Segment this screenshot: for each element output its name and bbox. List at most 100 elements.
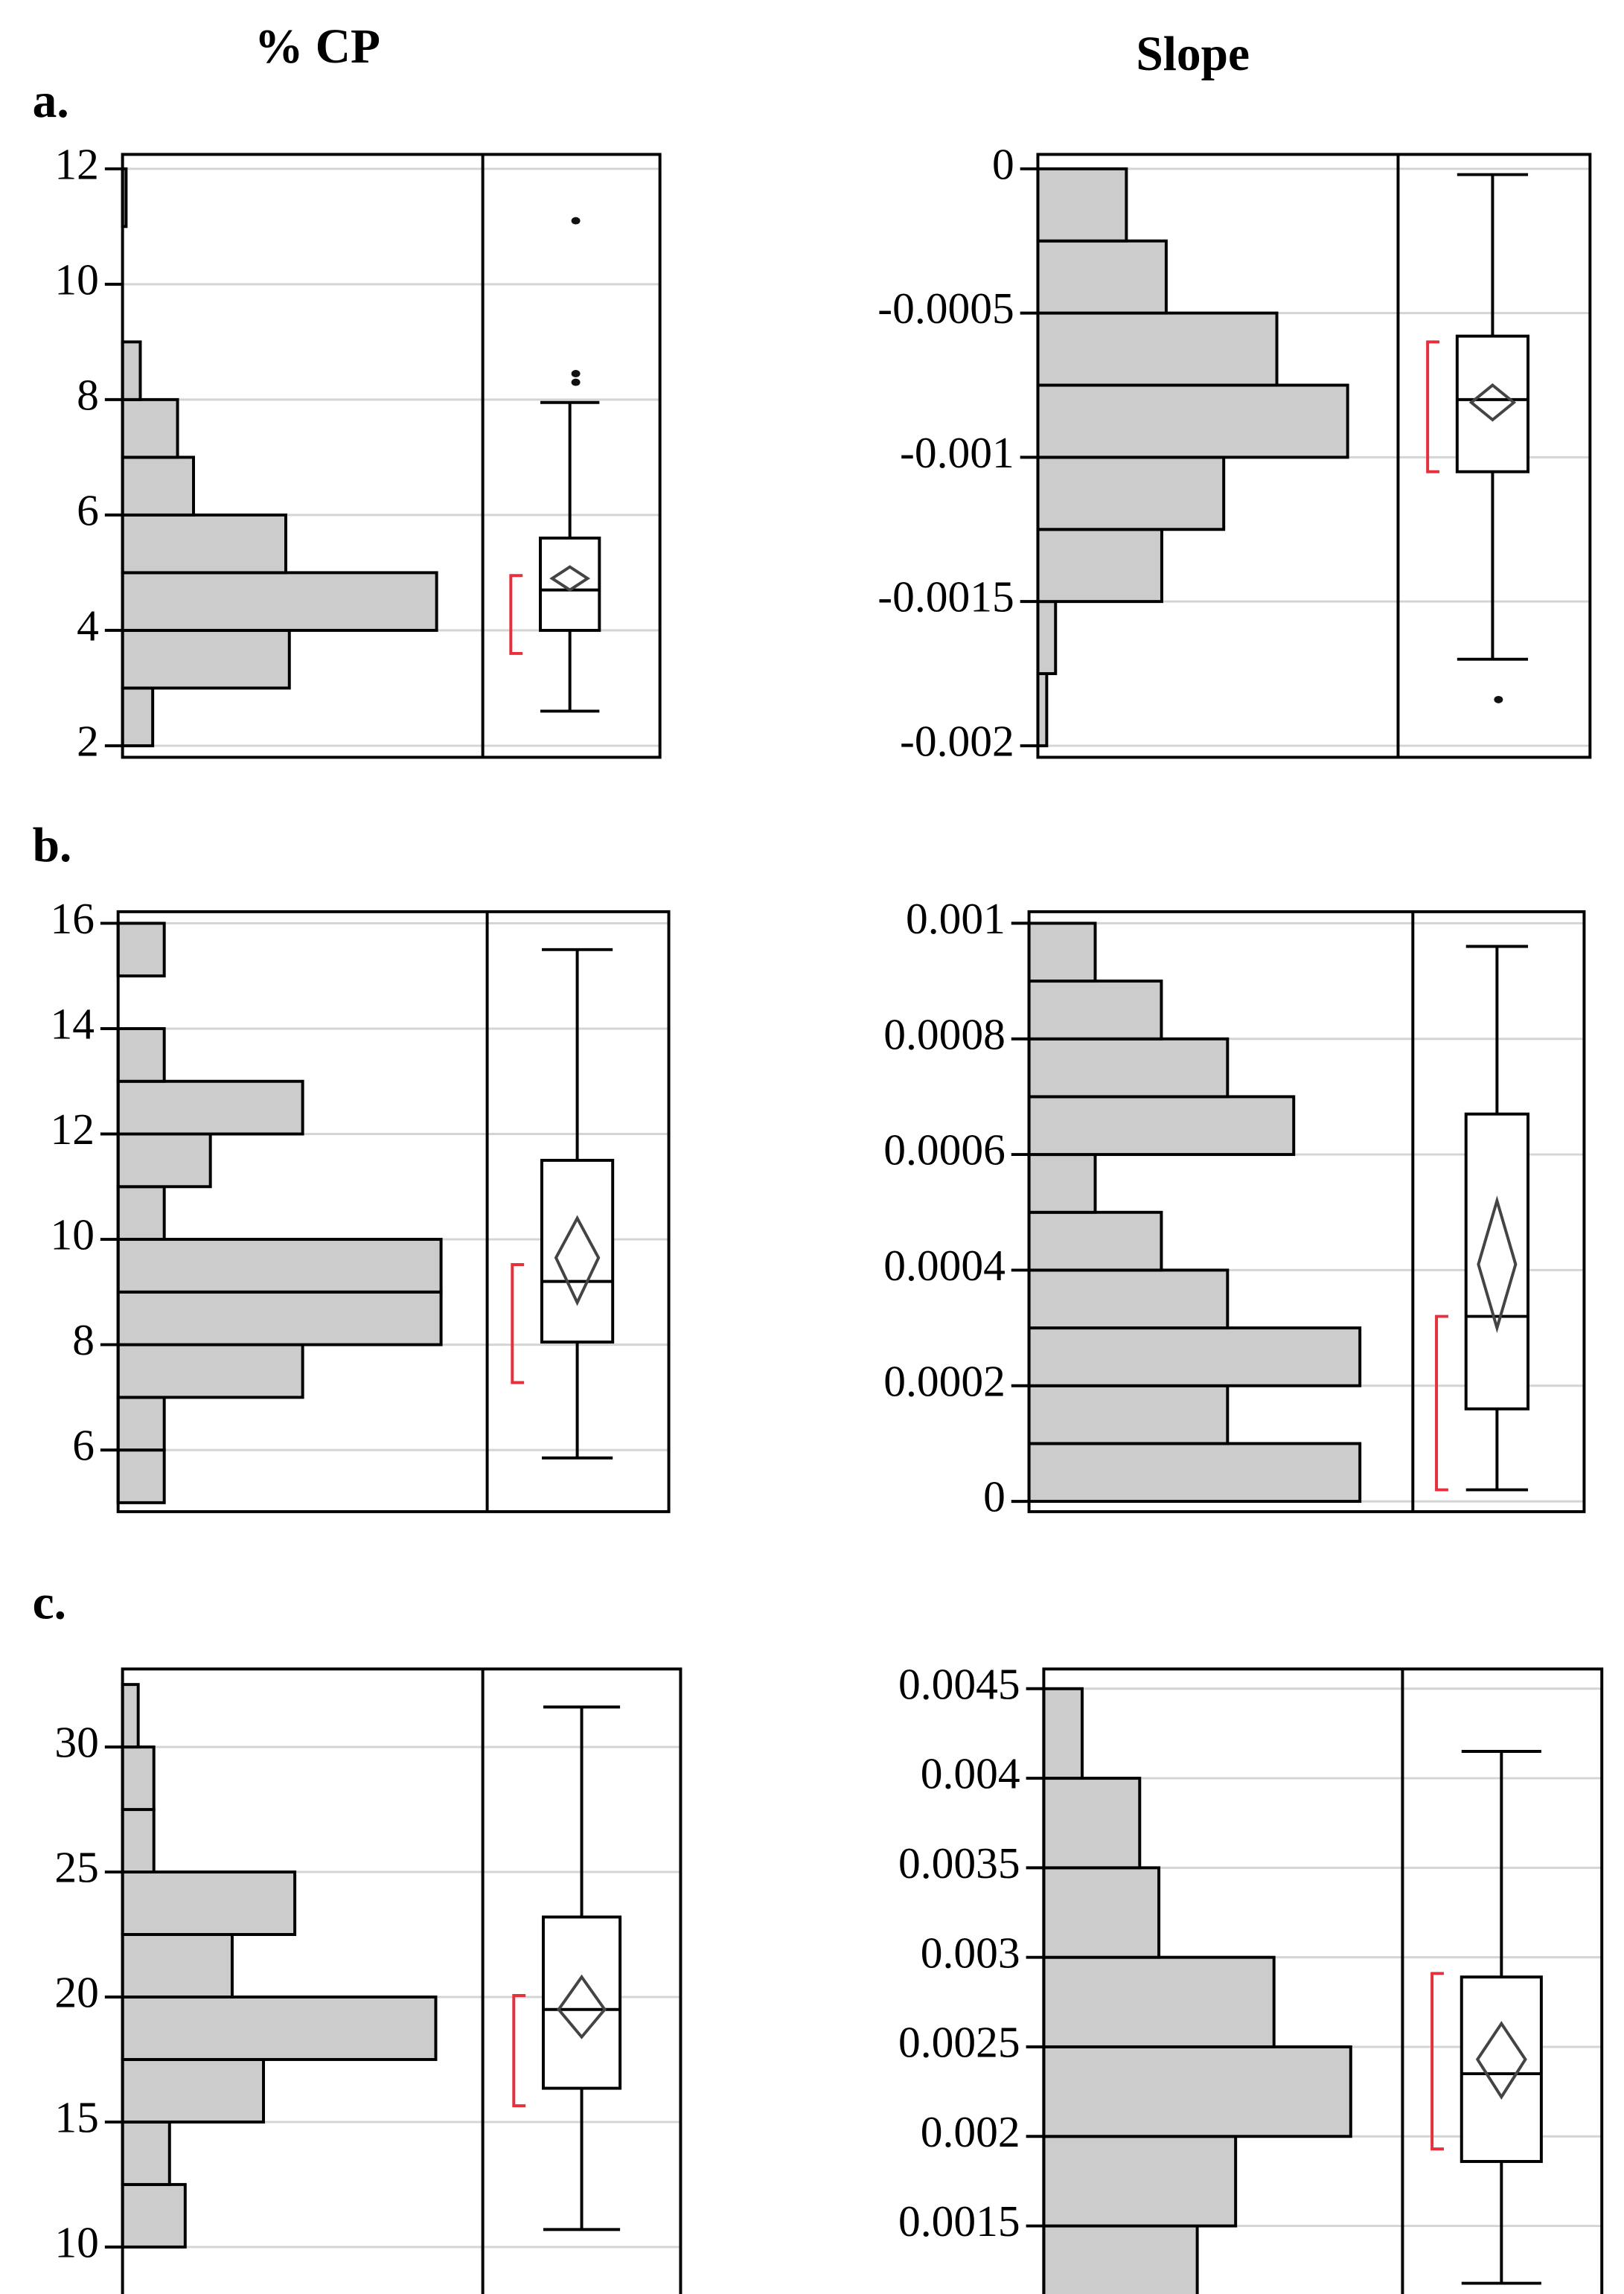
y-tick-label: -0.001 (900, 428, 1014, 477)
box (1460, 1975, 1543, 2163)
mean-diamond (1475, 2021, 1527, 2100)
histogram-bar (1042, 2135, 1238, 2228)
y-tick-label: 20 (54, 1968, 98, 2017)
histogram-bar (121, 1808, 156, 1874)
y-tick-label: 0 (992, 140, 1014, 189)
box (1455, 334, 1530, 473)
y-tick-label: 0.0006 (883, 1125, 1006, 1175)
y-tick-label: 0.003 (921, 1928, 1020, 1977)
y-tick-label: 6 (72, 1421, 95, 1470)
histogram-bar (116, 1079, 304, 1136)
histogram-bar (121, 456, 195, 517)
y-tick-label: 0.0008 (883, 1009, 1006, 1058)
plot-frame (1036, 153, 1592, 759)
histogram-bar (116, 1238, 443, 1294)
y-tick-label: 4 (77, 601, 99, 651)
y-tick-label: 12 (54, 140, 98, 189)
outlier (571, 370, 581, 377)
plot-frame (1042, 1667, 1604, 2294)
histogram-bar (116, 1290, 443, 1346)
y-tick-label: 8 (72, 1315, 95, 1364)
mean-diamond (549, 565, 591, 592)
histogram-bar (116, 921, 166, 978)
y-tick-label: 0.0045 (898, 1659, 1020, 1708)
histogram-bar (1036, 239, 1168, 315)
histogram-bar (1042, 2224, 1199, 2294)
y-tick-label: -0.0005 (877, 284, 1014, 333)
outlier (571, 217, 581, 225)
histogram-bar (116, 1448, 166, 1504)
y-tick-label: 0.004 (921, 1749, 1020, 1798)
histogram-bar (1027, 1268, 1230, 1330)
y-tick-label: 6 (77, 486, 99, 535)
histogram-bar (121, 628, 291, 690)
box (541, 1915, 622, 2090)
y-tick-label: 15 (54, 2093, 98, 2142)
y-tick-label: 12 (50, 1105, 94, 1154)
outlier (571, 378, 581, 386)
y-tick-label: 0 (983, 1472, 1006, 1521)
histogram-bar (1027, 1210, 1163, 1272)
y-tick-label: 0.002 (921, 2107, 1020, 2156)
histogram-bar (1042, 1866, 1161, 1959)
histogram-bar (1042, 1777, 1142, 1870)
histogram-bar (116, 1343, 304, 1399)
histogram-bar (121, 340, 142, 401)
panel-label: a. (33, 74, 69, 128)
histogram-bar (121, 1933, 234, 1999)
shortest-half-bracket (512, 1993, 526, 2108)
y-tick-label: 25 (54, 1843, 98, 1892)
histogram-bar (121, 1683, 140, 1749)
box (540, 1158, 615, 1344)
histogram-bar (1042, 1955, 1276, 2048)
histogram-bar (116, 1185, 166, 1242)
y-tick-label: 0.0035 (898, 1838, 1020, 1888)
y-tick-label: 8 (77, 371, 99, 420)
mean-diamond (557, 1974, 607, 2039)
y-tick-label: 0.0002 (883, 1356, 1006, 1405)
histogram-bar (116, 1132, 212, 1189)
y-tick-label: 16 (50, 894, 94, 943)
histogram-bar (1042, 2045, 1352, 2138)
histogram-bar (1036, 456, 1226, 531)
histogram-bar (121, 2120, 171, 2186)
histogram-bar (121, 1870, 297, 1936)
histogram-bar (1027, 980, 1163, 1041)
box (539, 536, 601, 632)
histogram-bar (116, 1027, 166, 1083)
histogram-bar (1036, 528, 1163, 604)
shortest-half-bracket (511, 1263, 525, 1384)
figure-body: % CP Slope a. b. c. 2 4 6 8 10 12 0 -0.0005 -0.0… (33, 20, 1604, 2294)
y-tick-label: 0.0025 (898, 2018, 1020, 2067)
shortest-half-bracket (1426, 340, 1440, 473)
histogram-bar (1036, 600, 1058, 676)
histogram-bar (1036, 167, 1128, 243)
histogram-bar (121, 397, 179, 459)
histogram-bar (1027, 1153, 1097, 1214)
column-title: % CP (255, 20, 380, 74)
histogram-bar (1027, 1384, 1230, 1445)
y-tick-label: 14 (50, 1000, 94, 1049)
y-tick-label: 10 (50, 1210, 94, 1259)
y-tick-label: 10 (54, 255, 98, 304)
y-tick-label: 30 (54, 1718, 98, 1767)
histogram-bar (1027, 1326, 1362, 1387)
histogram-bar (121, 2057, 266, 2124)
mean-diamond (1468, 383, 1517, 422)
mean-diamond (1477, 1195, 1518, 1334)
histogram-bar (121, 513, 287, 575)
histogram-bar (121, 1996, 438, 2061)
shortest-half-bracket (509, 574, 523, 655)
histogram-bar (1027, 921, 1097, 983)
column-title: Slope (1136, 28, 1250, 81)
y-tick-label: 10 (54, 2218, 98, 2267)
histogram-bar (1027, 1095, 1296, 1157)
histogram-bar (1042, 1687, 1084, 1780)
plot-frame (116, 910, 671, 1513)
y-tick-label: 0.001 (906, 894, 1006, 943)
outlier (1494, 695, 1503, 703)
y-tick-label: 2 (77, 717, 99, 766)
histogram-bar (1027, 1442, 1362, 1504)
